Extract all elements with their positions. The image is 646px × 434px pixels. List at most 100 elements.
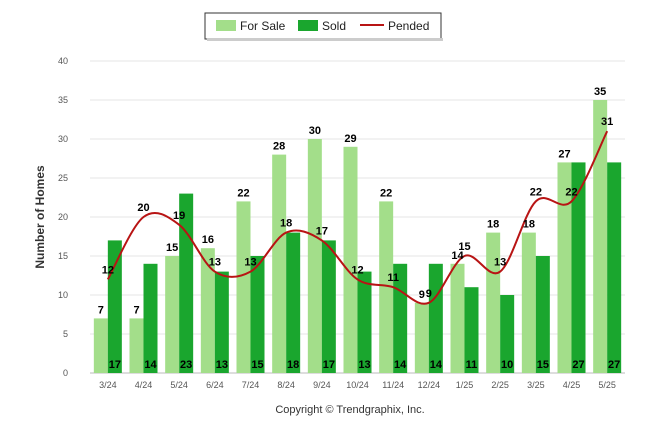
data-label-sold: 10 [501,359,513,371]
data-label-for-sale: 29 [344,133,356,145]
bar-for-sale [486,232,501,373]
data-label-pended: 11 [387,272,399,284]
data-label-pended: 13 [244,257,256,269]
bar-for-sale [165,256,180,373]
data-label-pended: 9 [426,288,432,300]
x-tick-label: 6/24 [206,380,224,390]
x-tick-label: 10/24 [346,380,369,390]
x-tick-label: 2/25 [491,380,509,390]
y-tick-label: 0 [63,368,68,378]
data-label-for-sale: 22 [237,187,249,199]
x-tick-label: 5/25 [598,380,616,390]
data-label-pended: 13 [209,257,221,269]
x-tick-label: 4/24 [135,380,153,390]
y-tick-label: 35 [58,95,68,105]
data-label-sold: 17 [323,359,335,371]
data-label-sold: 14 [430,359,443,371]
data-label-for-sale: 7 [98,304,104,316]
bar-sold [428,263,443,373]
bar-for-sale [557,162,572,373]
data-label-for-sale: 35 [594,86,606,98]
data-label-pended: 15 [458,241,470,253]
bar-sold [286,232,301,373]
data-labels: 7177141523161322152818301729132214914141… [98,86,621,371]
y-axis-ticks: 0 5 10 15 20 25 30 35 40 [58,56,68,378]
data-label-for-sale: 16 [202,234,214,246]
x-tick-label: 9/24 [313,380,331,390]
bar-sold [357,271,372,373]
data-label-pended: 31 [601,116,613,128]
bar-for-sale [521,232,536,373]
bar-for-sale [129,318,144,373]
data-label-pended: 12 [102,264,114,276]
data-label-for-sale: 30 [309,125,321,137]
data-label-for-sale: 18 [487,219,499,231]
x-tick-label: 3/25 [527,380,545,390]
data-label-pended: 20 [137,202,149,214]
data-label-for-sale: 9 [419,289,425,301]
bars [93,100,622,373]
data-label-sold: 13 [358,359,370,371]
bar-sold [535,256,550,373]
data-label-sold: 27 [608,359,620,371]
legend-box [204,12,442,40]
bar-sold [607,162,622,373]
legend-swatch-for-sale [216,20,236,31]
pended-line [106,130,609,305]
bar-for-sale [93,318,108,373]
x-tick-label: 7/24 [242,380,260,390]
bar-for-sale [200,248,215,373]
legend-shadow [207,38,443,41]
data-label-sold: 15 [251,359,263,371]
bar-for-sale [379,201,394,373]
y-tick-label: 15 [58,251,68,261]
data-label-for-sale: 7 [133,304,139,316]
bar-for-sale [307,139,322,373]
data-label-pended: 17 [316,225,328,237]
y-axis-title: Number of Homes [33,165,47,269]
data-label-for-sale: 22 [380,187,392,199]
bar-sold [464,287,479,373]
bar-for-sale [414,302,429,373]
data-label-sold: 14 [144,359,157,371]
y-tick-label: 30 [58,134,68,144]
data-label-sold: 14 [394,359,407,371]
data-label-sold: 23 [180,359,192,371]
data-label-for-sale: 14 [451,250,464,262]
x-axis-ticks: 3/24 4/24 5/24 6/24 7/24 8/24 9/24 10/24 11/24 12… [99,380,616,390]
y-tick-label: 40 [58,56,68,66]
data-label-sold: 15 [537,359,549,371]
bar-for-sale [343,146,358,373]
data-label-pended: 18 [280,218,292,230]
x-tick-label: 12/24 [418,380,441,390]
y-tick-label: 10 [58,290,68,300]
data-label-pended: 12 [351,264,363,276]
legend-swatch-sold [298,20,318,31]
bar-for-sale [593,100,608,373]
x-tick-label: 5/24 [170,380,188,390]
bar-sold [571,162,586,373]
copyright-footer: Copyright © Trendgraphix, Inc. [275,404,424,416]
bar-sold [143,263,158,373]
data-label-pended: 22 [530,186,542,198]
x-tick-label: 11/24 [382,380,404,390]
data-label-for-sale: 27 [558,148,570,160]
data-label-sold: 11 [466,359,478,371]
data-label-pended: 13 [494,257,506,269]
x-tick-label: 1/25 [456,380,474,390]
bar-sold [214,271,229,373]
bar-sold [393,263,408,373]
bar-for-sale [236,201,251,373]
data-label-pended: 22 [565,186,577,198]
bar-sold [321,240,336,373]
data-label-sold: 18 [287,359,299,371]
bar-for-sale [272,154,287,373]
bar-sold [107,240,122,373]
x-tick-label: 3/24 [99,380,117,390]
bar-sold [250,256,265,373]
x-tick-label: 4/25 [563,380,581,390]
data-label-sold: 13 [216,359,228,371]
data-label-for-sale: 18 [523,219,535,231]
legend-label-sold: Sold [322,19,346,33]
y-tick-label: 25 [58,173,68,183]
